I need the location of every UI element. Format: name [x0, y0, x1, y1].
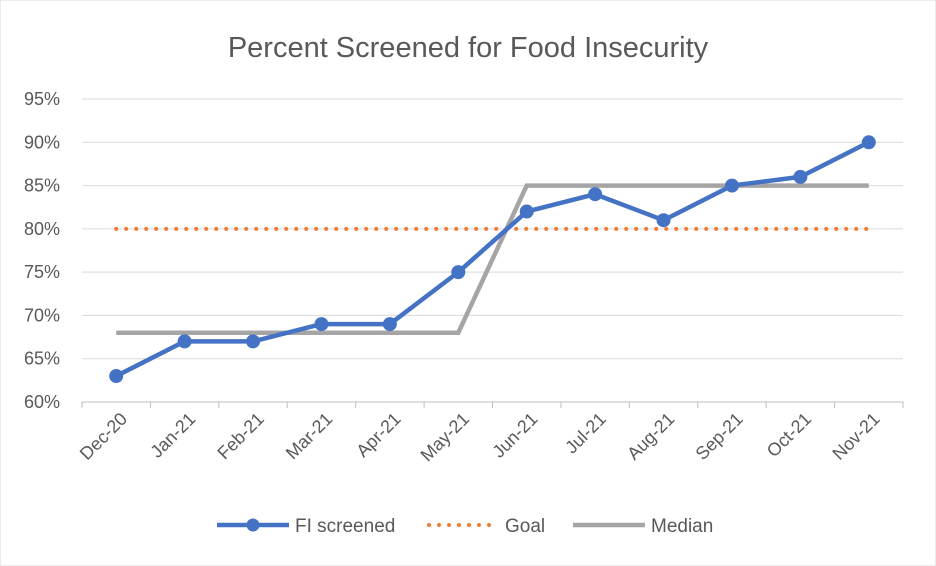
series-fi-screened — [109, 135, 876, 384]
legend-item-goal: Goal — [427, 516, 545, 537]
data-point — [656, 213, 671, 228]
y-tick-label: 80% — [24, 219, 60, 239]
legend-label: Median — [651, 516, 713, 537]
gridlines — [82, 98, 903, 403]
legend: FI screened Goal Median — [217, 516, 713, 537]
legend-label: FI screened — [295, 516, 395, 537]
data-point — [109, 369, 124, 384]
y-tick-label: 60% — [24, 392, 60, 412]
y-tick-label: 90% — [24, 132, 60, 152]
y-tick-label: 65% — [24, 349, 60, 369]
fi-screened-line — [115, 140, 870, 379]
legend-label: Goal — [505, 516, 545, 537]
data-point — [588, 187, 603, 202]
y-tick-label: 75% — [24, 262, 60, 282]
chart-title: Percent Screened for Food Insecurity — [228, 32, 709, 64]
series — [109, 135, 876, 384]
data-point — [314, 317, 329, 332]
data-point — [861, 135, 876, 150]
data-point — [177, 334, 192, 349]
y-tick-label: 70% — [24, 305, 60, 325]
data-point — [793, 169, 808, 184]
data-point — [382, 317, 397, 332]
legend-item-median: Median — [573, 516, 713, 537]
data-point — [451, 265, 466, 280]
y-axis-ticks: 60% 65% 70% 75% 80% 85% 90% 95% — [24, 89, 60, 412]
data-point — [246, 334, 261, 349]
data-point — [519, 204, 534, 219]
legend-marker — [246, 518, 260, 532]
data-point — [724, 178, 739, 193]
y-tick-label: 85% — [24, 176, 60, 196]
y-tick-label: 95% — [24, 89, 60, 109]
legend-item-fi-screened: FI screened — [217, 516, 395, 537]
